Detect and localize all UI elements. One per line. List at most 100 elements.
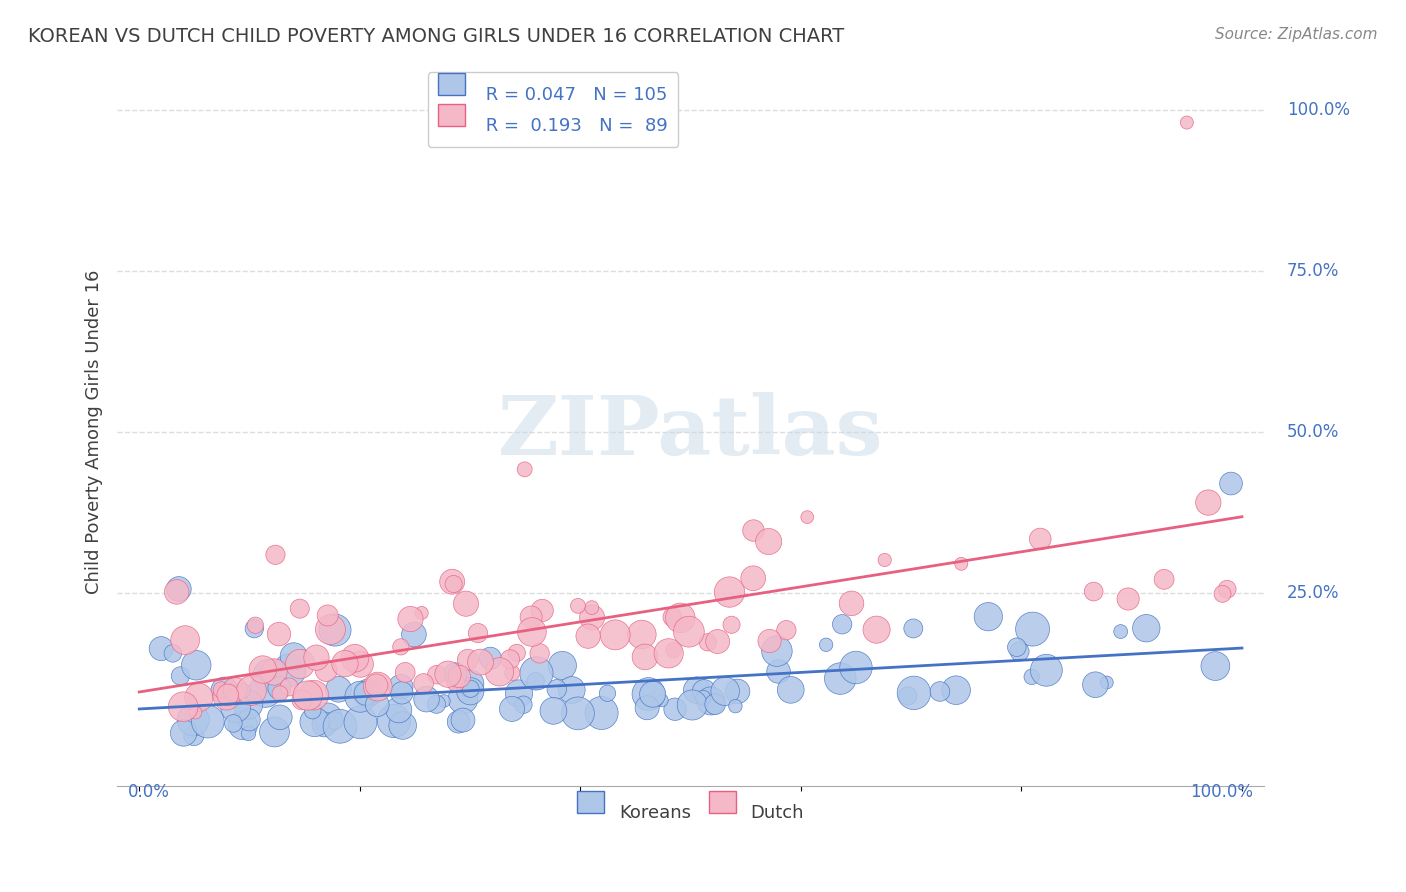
Point: [433, 694, 456, 708]
Point: [451, 692, 474, 706]
Point: [323, 623, 346, 637]
Point: [267, 627, 290, 641]
Point: [581, 610, 603, 624]
Point: [259, 668, 281, 682]
Point: [1029, 532, 1052, 546]
Point: [388, 703, 411, 717]
Point: [1135, 621, 1157, 635]
Point: [700, 694, 723, 708]
Point: [501, 665, 523, 680]
Point: [391, 686, 413, 700]
Point: [903, 686, 925, 700]
Point: [323, 714, 346, 728]
Point: [796, 510, 818, 524]
Point: [531, 603, 554, 617]
Point: [288, 601, 311, 615]
Point: [686, 683, 709, 698]
Point: [591, 706, 613, 720]
Point: [166, 585, 188, 599]
Point: [758, 534, 780, 549]
Point: [845, 660, 868, 674]
Point: [696, 635, 718, 649]
Point: [150, 641, 173, 656]
Point: [222, 716, 245, 731]
Text: KOREAN VS DUTCH CHILD POVERTY AMONG GIRLS UNDER 16 CORRELATION CHART: KOREAN VS DUTCH CHILD POVERTY AMONG GIRL…: [28, 27, 845, 45]
Text: 75.0%: 75.0%: [1286, 262, 1340, 280]
Point: [333, 657, 356, 671]
Point: [181, 713, 204, 727]
Point: [561, 683, 583, 698]
Point: [664, 702, 686, 716]
Point: [214, 683, 236, 698]
Point: [581, 600, 603, 615]
Point: [631, 627, 654, 641]
Point: [651, 693, 673, 707]
Point: [977, 609, 1000, 624]
Point: [354, 686, 377, 700]
Point: [304, 714, 326, 729]
Point: [162, 646, 184, 660]
Point: [316, 608, 339, 623]
Point: [1084, 678, 1107, 692]
Point: [174, 633, 197, 648]
Point: [278, 663, 301, 677]
Point: [302, 688, 325, 702]
Point: [367, 680, 389, 694]
Point: [950, 557, 973, 571]
Point: [605, 628, 627, 642]
Point: [451, 713, 474, 727]
Point: [576, 629, 599, 643]
Point: [232, 683, 254, 698]
Point: [412, 676, 434, 690]
Text: 0.0%: 0.0%: [128, 783, 170, 801]
Point: [499, 652, 522, 666]
Text: 25.0%: 25.0%: [1286, 584, 1340, 602]
Point: [1216, 582, 1239, 597]
Point: [278, 680, 301, 694]
Point: [720, 617, 742, 632]
Point: [508, 686, 530, 700]
Point: [692, 690, 714, 705]
Point: [1175, 115, 1198, 129]
Point: [454, 597, 477, 611]
Point: [328, 682, 350, 697]
Point: [329, 719, 352, 733]
Point: [389, 680, 412, 694]
Text: ZIPatlas: ZIPatlas: [498, 392, 883, 472]
Point: [830, 672, 852, 686]
Point: [706, 634, 728, 648]
Point: [269, 710, 291, 724]
Point: [641, 687, 664, 701]
Point: [669, 611, 692, 625]
Point: [167, 582, 190, 596]
Point: [945, 683, 967, 698]
Point: [467, 626, 489, 640]
Point: [443, 577, 465, 591]
Point: [402, 627, 425, 641]
Point: [661, 610, 683, 624]
Point: [460, 681, 482, 696]
Point: [634, 649, 657, 664]
Point: [488, 665, 510, 679]
Point: [232, 718, 254, 732]
Point: [742, 524, 765, 538]
Point: [315, 664, 337, 678]
Point: [727, 684, 749, 698]
Point: [520, 610, 543, 624]
Point: [263, 665, 285, 679]
Point: [637, 687, 659, 701]
Point: [394, 665, 416, 680]
Point: [173, 726, 195, 740]
Point: [184, 706, 207, 720]
Point: [693, 684, 716, 698]
Point: [929, 684, 952, 698]
Point: [389, 640, 412, 654]
Point: [636, 700, 658, 714]
Point: [245, 618, 267, 632]
Point: [349, 657, 371, 672]
Point: [172, 699, 194, 714]
Point: [197, 714, 219, 729]
Point: [225, 700, 247, 714]
Point: [903, 622, 925, 636]
Point: [1204, 659, 1226, 673]
